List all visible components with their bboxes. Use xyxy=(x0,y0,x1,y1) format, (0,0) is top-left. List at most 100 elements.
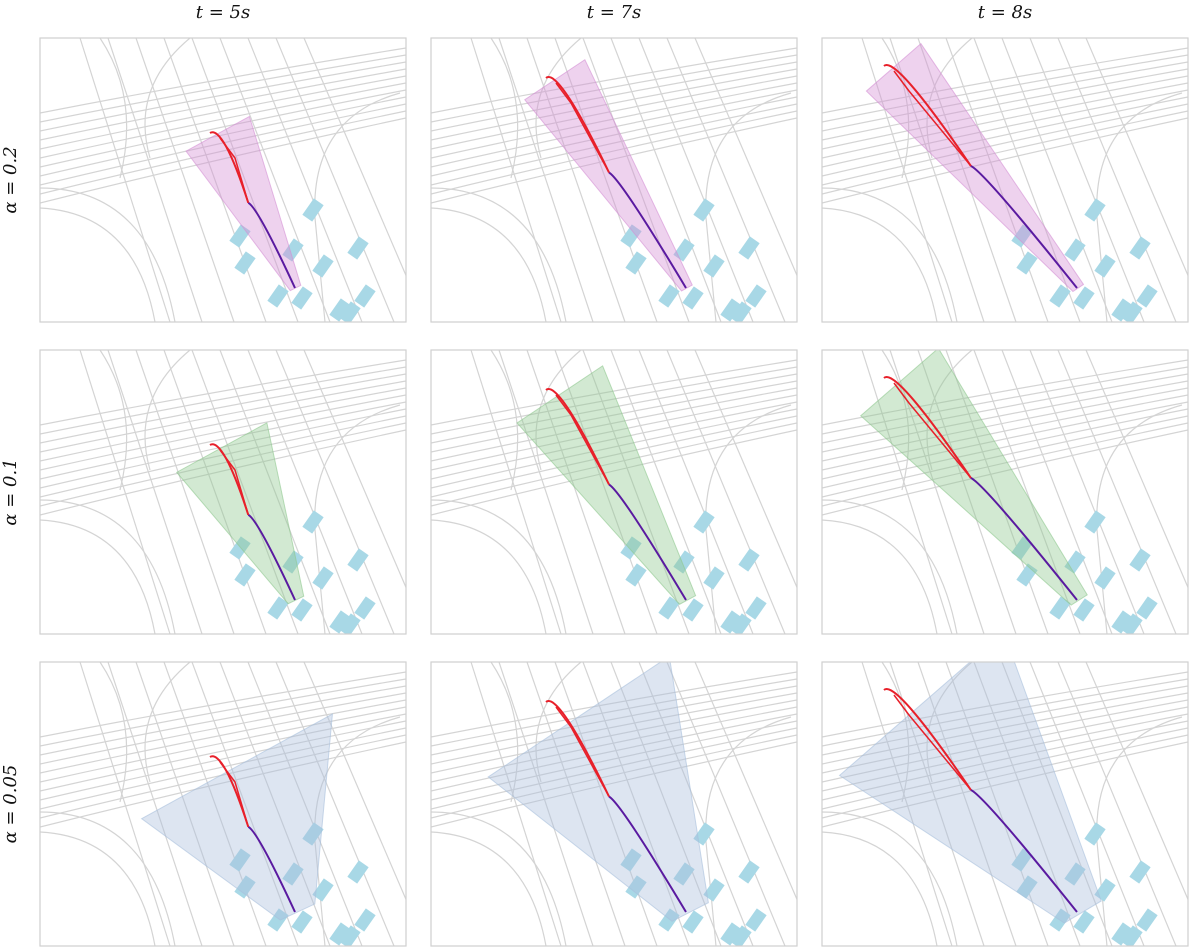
lane xyxy=(582,38,690,322)
lane xyxy=(40,422,406,507)
lane xyxy=(431,429,797,516)
vehicle xyxy=(682,598,704,622)
panel-border xyxy=(821,37,1189,323)
vehicle xyxy=(720,610,742,634)
panel-border xyxy=(39,349,407,635)
trajectory-ground-truth xyxy=(893,694,972,791)
lane xyxy=(822,671,1188,738)
vehicle xyxy=(354,908,376,932)
vehicle xyxy=(745,596,767,620)
lane xyxy=(107,38,203,322)
vehicle xyxy=(282,862,304,886)
lane xyxy=(822,499,958,634)
lane xyxy=(1057,350,1177,634)
vehicle xyxy=(291,910,313,934)
lane xyxy=(554,38,658,322)
lane xyxy=(40,811,176,946)
lane xyxy=(973,350,1081,634)
vehicle xyxy=(693,510,715,534)
lane xyxy=(431,811,567,946)
lane xyxy=(431,82,797,159)
vehicle xyxy=(1073,910,1095,934)
lane xyxy=(638,662,754,946)
vehicle xyxy=(1084,198,1106,222)
lane xyxy=(40,380,406,453)
uncertainty-region xyxy=(524,58,693,292)
lane xyxy=(303,350,406,589)
lane xyxy=(219,662,331,946)
panel-border xyxy=(39,37,407,323)
trajectory-history xyxy=(247,513,296,601)
vehicle xyxy=(347,860,369,884)
lane xyxy=(431,401,797,480)
lane xyxy=(79,350,171,634)
lane xyxy=(431,685,797,756)
lane xyxy=(973,38,1081,322)
map-panel xyxy=(40,350,406,634)
vehicle xyxy=(267,284,289,308)
lane xyxy=(822,68,1188,141)
map-panel xyxy=(431,38,797,322)
lane xyxy=(881,662,910,803)
lane xyxy=(191,38,299,322)
lane xyxy=(40,75,406,150)
map-panel xyxy=(431,350,797,634)
vehicle xyxy=(354,596,376,620)
lane xyxy=(822,831,938,946)
vehicle xyxy=(738,236,760,260)
vehicle xyxy=(339,613,361,634)
lane xyxy=(554,662,658,946)
lane xyxy=(1029,662,1145,946)
column-title: t = 7s xyxy=(587,2,641,23)
lane xyxy=(431,741,797,828)
panel-border xyxy=(430,37,798,323)
lane xyxy=(1001,350,1113,634)
lane xyxy=(610,662,722,946)
lane xyxy=(99,662,128,803)
vehicle xyxy=(347,236,369,260)
lane xyxy=(822,47,1188,114)
vehicle xyxy=(329,298,351,322)
trajectory-history xyxy=(970,477,1078,601)
vehicle xyxy=(745,908,767,932)
lane xyxy=(610,350,722,634)
lane xyxy=(40,699,406,774)
vehicle xyxy=(625,251,647,275)
lane xyxy=(822,720,1188,801)
road-lanes xyxy=(40,350,406,634)
lane xyxy=(1085,350,1188,589)
vehicle xyxy=(339,925,361,946)
lane xyxy=(822,429,1188,516)
vehicle xyxy=(730,613,752,634)
lane xyxy=(247,662,363,946)
trajectory-prediction xyxy=(883,688,972,791)
row-label: α = 0.05 xyxy=(0,765,21,844)
vehicle xyxy=(738,860,760,884)
vehicle xyxy=(730,301,752,322)
trajectory-history xyxy=(608,795,687,913)
lane xyxy=(79,662,171,946)
lane xyxy=(881,38,910,179)
lane xyxy=(431,110,797,195)
lane xyxy=(431,387,797,462)
lane xyxy=(822,685,1188,756)
lane xyxy=(498,38,594,322)
lane xyxy=(861,38,953,322)
lane xyxy=(1001,38,1113,322)
trajectory-ground-truth xyxy=(219,137,249,203)
lane xyxy=(431,47,797,114)
vehicle xyxy=(1121,925,1143,946)
uncertainty-region xyxy=(838,662,1102,924)
vehicle xyxy=(703,254,725,278)
trajectory-ground-truth xyxy=(893,382,972,479)
lane xyxy=(822,706,1188,783)
lane xyxy=(535,350,582,471)
vehicle xyxy=(1111,298,1133,322)
vehicle xyxy=(1129,548,1151,572)
road-lanes xyxy=(40,662,406,946)
vehicle xyxy=(738,548,760,572)
lane xyxy=(822,110,1188,195)
lane xyxy=(822,207,938,322)
trajectory-ground-truth xyxy=(219,761,249,827)
vehicle xyxy=(620,848,642,872)
